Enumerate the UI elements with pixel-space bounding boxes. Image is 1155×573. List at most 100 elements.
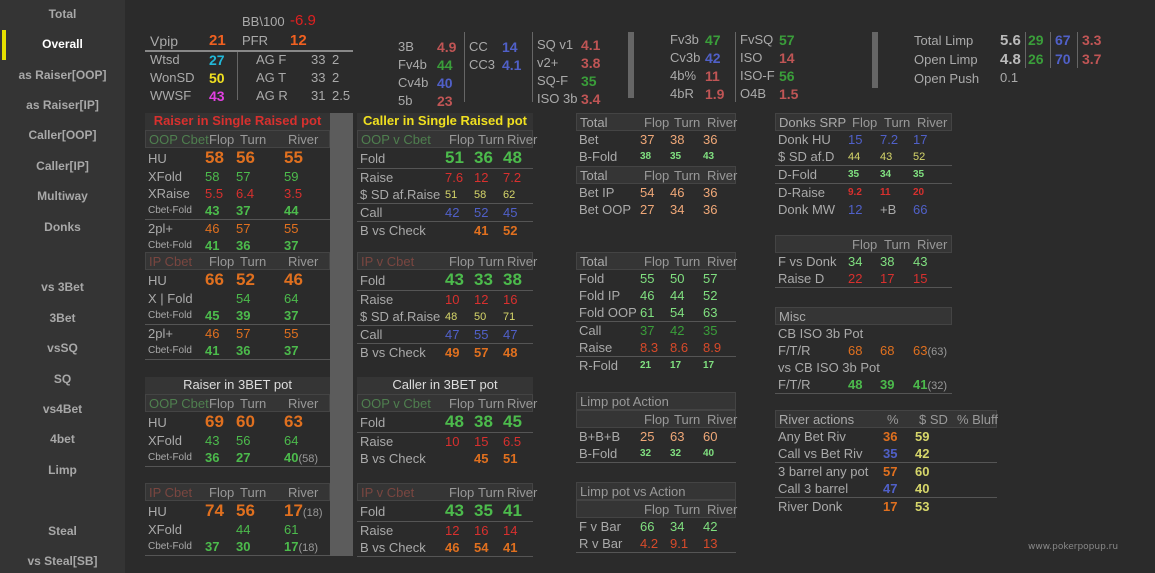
stat-value: 34 — [880, 169, 913, 180]
value-text: 50 — [474, 310, 487, 323]
table-total-bet: Total Flop Turn River Bet 37 38 36 B-Fold 38 35 43 — [576, 113, 737, 165]
table-row: R v Bar 4.2 9.1 13 — [576, 535, 736, 552]
stat-value: 38 — [503, 270, 533, 290]
row-label: F v Bar — [579, 519, 621, 534]
stat-value: 12 — [445, 523, 474, 538]
sidebar-item-limp[interactable]: Limp — [48, 463, 77, 477]
row-label: Call 3 barrel — [778, 481, 849, 496]
stat-value: 11 — [880, 187, 913, 198]
stat-value: 3.8 — [581, 55, 601, 71]
row-label: R v Bar — [579, 536, 623, 551]
sidebar-item-vssq[interactable]: vsSQ — [47, 341, 78, 355]
table-row: HU 66 52 46 — [145, 270, 330, 290]
header-label: IP v Cbet — [361, 253, 415, 269]
sidebar-item-vs-3bet[interactable]: vs 3Bet — [41, 280, 84, 294]
table-row: River Donk 17 53 — [775, 498, 997, 515]
stat-value: 52 — [703, 288, 736, 303]
stat-value: 62 — [503, 189, 533, 201]
table-row: $ SD af.D 44 43 52 — [775, 148, 952, 165]
row-label: F/T/R — [778, 377, 811, 392]
column-header: River — [707, 253, 738, 269]
sidebar-item-donks[interactable]: Donks — [44, 220, 81, 234]
stat-value: 7.2 — [503, 170, 533, 185]
row-label: vs CB ISO 3b Pot — [778, 360, 880, 375]
stat-value: 48 — [445, 311, 474, 323]
table-row: Call vs Bet Riv 35 42 — [775, 445, 997, 462]
row-label: 3 barrel any pot — [778, 464, 869, 479]
value-text: 58 — [474, 188, 487, 201]
header-label: IP v Cbet — [361, 484, 415, 500]
column-header: Flop — [449, 131, 475, 147]
value-text: 66 — [913, 202, 928, 217]
stat-value: 37 — [205, 539, 236, 554]
sidebar-item-vs4bet[interactable]: vs4Bet — [42, 402, 83, 416]
value-text: 37 — [205, 539, 220, 554]
row-group: Call 42 52 45 — [357, 204, 533, 222]
row-label: Bet IP — [579, 185, 615, 200]
value-text: 11 — [880, 187, 891, 198]
stat-value: 54 — [474, 540, 503, 555]
sidebar-item-overall[interactable]: Overall — [42, 37, 83, 51]
column-header: Turn — [478, 484, 505, 500]
divider — [1025, 32, 1026, 68]
sidebar-item-vs-steal-sb[interactable]: vs Steal[SB] — [27, 554, 98, 568]
value-text: 42 — [915, 446, 930, 461]
stat-value: 57 — [236, 221, 284, 236]
sidebar-item-as-raiser-oop[interactable]: as Raiser[OOP] — [18, 68, 107, 82]
value-text: 58 — [205, 169, 220, 184]
value-text: 9.2 — [848, 187, 862, 198]
table-row: D-Raise 9.2 11 20 — [775, 184, 952, 201]
stat-value: 16 — [503, 292, 533, 307]
sidebar-item-multiway[interactable]: Multiway — [37, 189, 88, 203]
stat-value: 8.9 — [703, 340, 736, 355]
row-group: F vs Donk 34 38 43 Raise D 22 17 15 — [775, 253, 952, 288]
sidebar-item-as-raiser-ip[interactable]: as Raiser[IP] — [26, 98, 99, 112]
sidebar-item-total[interactable]: Total — [48, 7, 77, 21]
value-text: 37 — [284, 308, 299, 323]
table-row: B-Fold 32 32 40 — [576, 445, 736, 462]
stat-value: 42 — [703, 519, 736, 534]
limp-value: 67 — [1055, 32, 1071, 48]
stat-value: 57 — [883, 464, 915, 479]
table-row: Cbet-Fold 36 27 40(58) — [145, 449, 330, 466]
limp-value: 70 — [1055, 51, 1071, 67]
bb100-label: BB\100 — [242, 14, 285, 29]
table-row: Raise 12 16 14 — [357, 522, 533, 539]
table-row: $ SD af.Raise 51 58 62 — [357, 186, 533, 203]
value-text: 55 — [640, 271, 655, 286]
stat-value: 35 — [883, 446, 915, 461]
column-header: Flop — [209, 253, 235, 269]
row-label: Cbet-Fold — [148, 345, 192, 356]
value-text: 35 — [848, 169, 860, 180]
row-label: XFold — [148, 433, 182, 448]
value-text: 58 — [205, 148, 224, 167]
row-group: Raise 10 12 16 $ SD af.Raise 48 50 71 — [357, 291, 533, 326]
sidebar-item-caller-ip[interactable]: Caller[IP] — [36, 159, 89, 173]
table-misc: Misc CB ISO 3b Pot F/T/R 68 68 63(63) vs CB IS… — [775, 307, 952, 394]
stat-value: 34 — [670, 202, 703, 217]
stat-value: 43 — [445, 270, 474, 290]
value-text: 57 — [236, 326, 251, 341]
sidebar-item-caller-oop[interactable]: Caller[OOP] — [28, 128, 97, 142]
value-text: 44 — [284, 203, 299, 218]
stat-label: ISO 3b — [537, 91, 578, 106]
sidebar-item-sq[interactable]: SQ — [53, 372, 72, 386]
sidebar-item-3bet[interactable]: 3Bet — [49, 311, 76, 325]
table-row: HU 58 56 55 — [145, 148, 330, 168]
value-text: 57 — [474, 345, 489, 360]
sidebar-item-4bet[interactable]: 4bet — [50, 432, 75, 446]
table-header: IP v Cbet Flop Turn River — [357, 252, 537, 270]
column-header: Flop — [644, 501, 670, 517]
value-text: 62 — [503, 188, 516, 201]
value-text: 10 — [445, 292, 460, 307]
row-group: CB ISO 3b Pot F/T/R 68 68 63(63) vs CB ISO 3b… — [775, 325, 952, 394]
value-text: 36 — [236, 343, 251, 358]
value-text: 39 — [236, 308, 251, 323]
row-label: Raise — [579, 340, 613, 355]
wonsd-label: WonSD — [150, 70, 195, 85]
column-header: River — [288, 395, 319, 411]
stat-value: 36 — [236, 238, 284, 253]
sidebar-item-steal[interactable]: Steal — [48, 524, 77, 538]
stat-value: 12 — [848, 202, 880, 217]
value-text: 51 — [445, 148, 464, 167]
